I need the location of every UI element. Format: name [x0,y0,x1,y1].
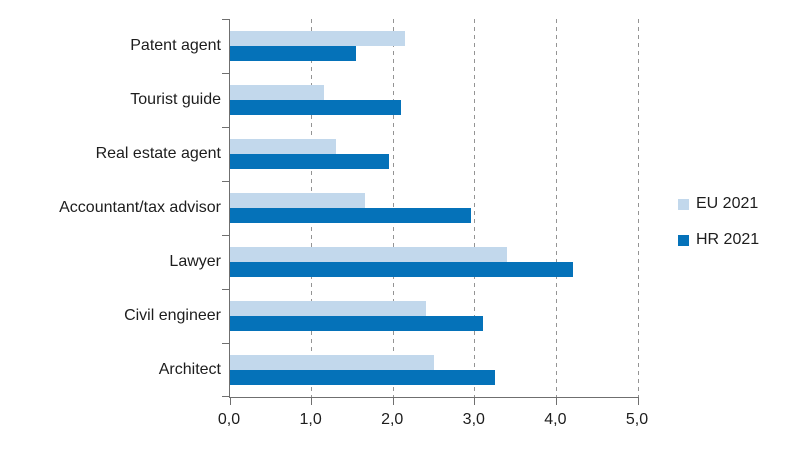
x-axis-tick [637,397,639,405]
x-tick-label: 4,0 [544,411,567,428]
x-tick-label: 5,0 [625,411,649,428]
bar-eu-2021-accountant-tax-advisor [230,193,365,208]
y-axis-tick [222,181,230,182]
y-axis-tick [222,343,230,344]
category-label: Civil engineer [124,307,221,324]
legend-swatch-eu-icon [678,198,689,210]
category-label: Patent agent [130,37,221,54]
bar-hr-2021-real-estate-agent [230,154,390,169]
bar-eu-2021-lawyer [230,247,508,262]
category-label: Accountant/tax advisor [59,199,221,216]
category-axis: Patent agent Tourist guide Real estate age… [0,19,221,397]
legend-label-hr-2021: HR 2021 [696,231,760,248]
bar-eu-2021-tourist-guide [230,85,324,100]
bar-hr-2021-patent-agent [230,46,357,61]
x-axis-tick [392,397,394,405]
bar-eu-2021-civil-engineer [230,301,426,316]
y-axis-tick [222,289,230,290]
y-axis-tick [222,127,230,128]
legend-entry-eu-2021: EU 2021 [678,195,759,213]
category-label: Architect [158,361,221,378]
x-tick-label: 0,0 [217,411,241,428]
legend-label-eu-2021: EU 2021 [696,195,759,212]
legend: EU 2021 HR 2021 [678,195,759,249]
x-tick-label: 1,0 [299,411,322,428]
bar-eu-2021-architect [230,355,434,370]
bar-hr-2021-tourist-guide [230,100,402,115]
category-label: Real estate agent [95,145,221,162]
bar-hr-2021-architect [230,370,496,385]
y-axis-tick [222,235,230,236]
gridline [555,19,557,397]
value-axis: 0,0 1,0 2,0 3,0 4,0 5,0 [218,411,648,433]
category-label: Lawyer [169,253,221,270]
bar-hr-2021-lawyer [230,262,573,277]
legend-swatch-hr-icon [678,234,689,246]
gridline [637,19,639,397]
category-label: Tourist guide [130,91,221,108]
x-axis-tick [555,397,557,405]
plot-area [222,19,639,405]
x-axis-tick [229,397,231,405]
gridline [474,19,476,397]
x-axis-tick [311,397,313,405]
x-tick-label: 2,0 [381,411,404,428]
y-axis-tick [222,19,230,20]
bar-eu-2021-real-estate-agent [230,139,337,154]
legend-entry-hr-2021: HR 2021 [678,231,759,249]
x-axis-tick [474,397,476,405]
y-axis-tick [222,396,230,397]
x-tick-label: 3,0 [462,411,485,428]
y-axis-tick [222,73,230,74]
bar-hr-2021-accountant-tax-advisor [230,208,471,223]
bar-eu-2021-patent-agent [230,31,406,46]
bar-hr-2021-civil-engineer [230,316,483,331]
